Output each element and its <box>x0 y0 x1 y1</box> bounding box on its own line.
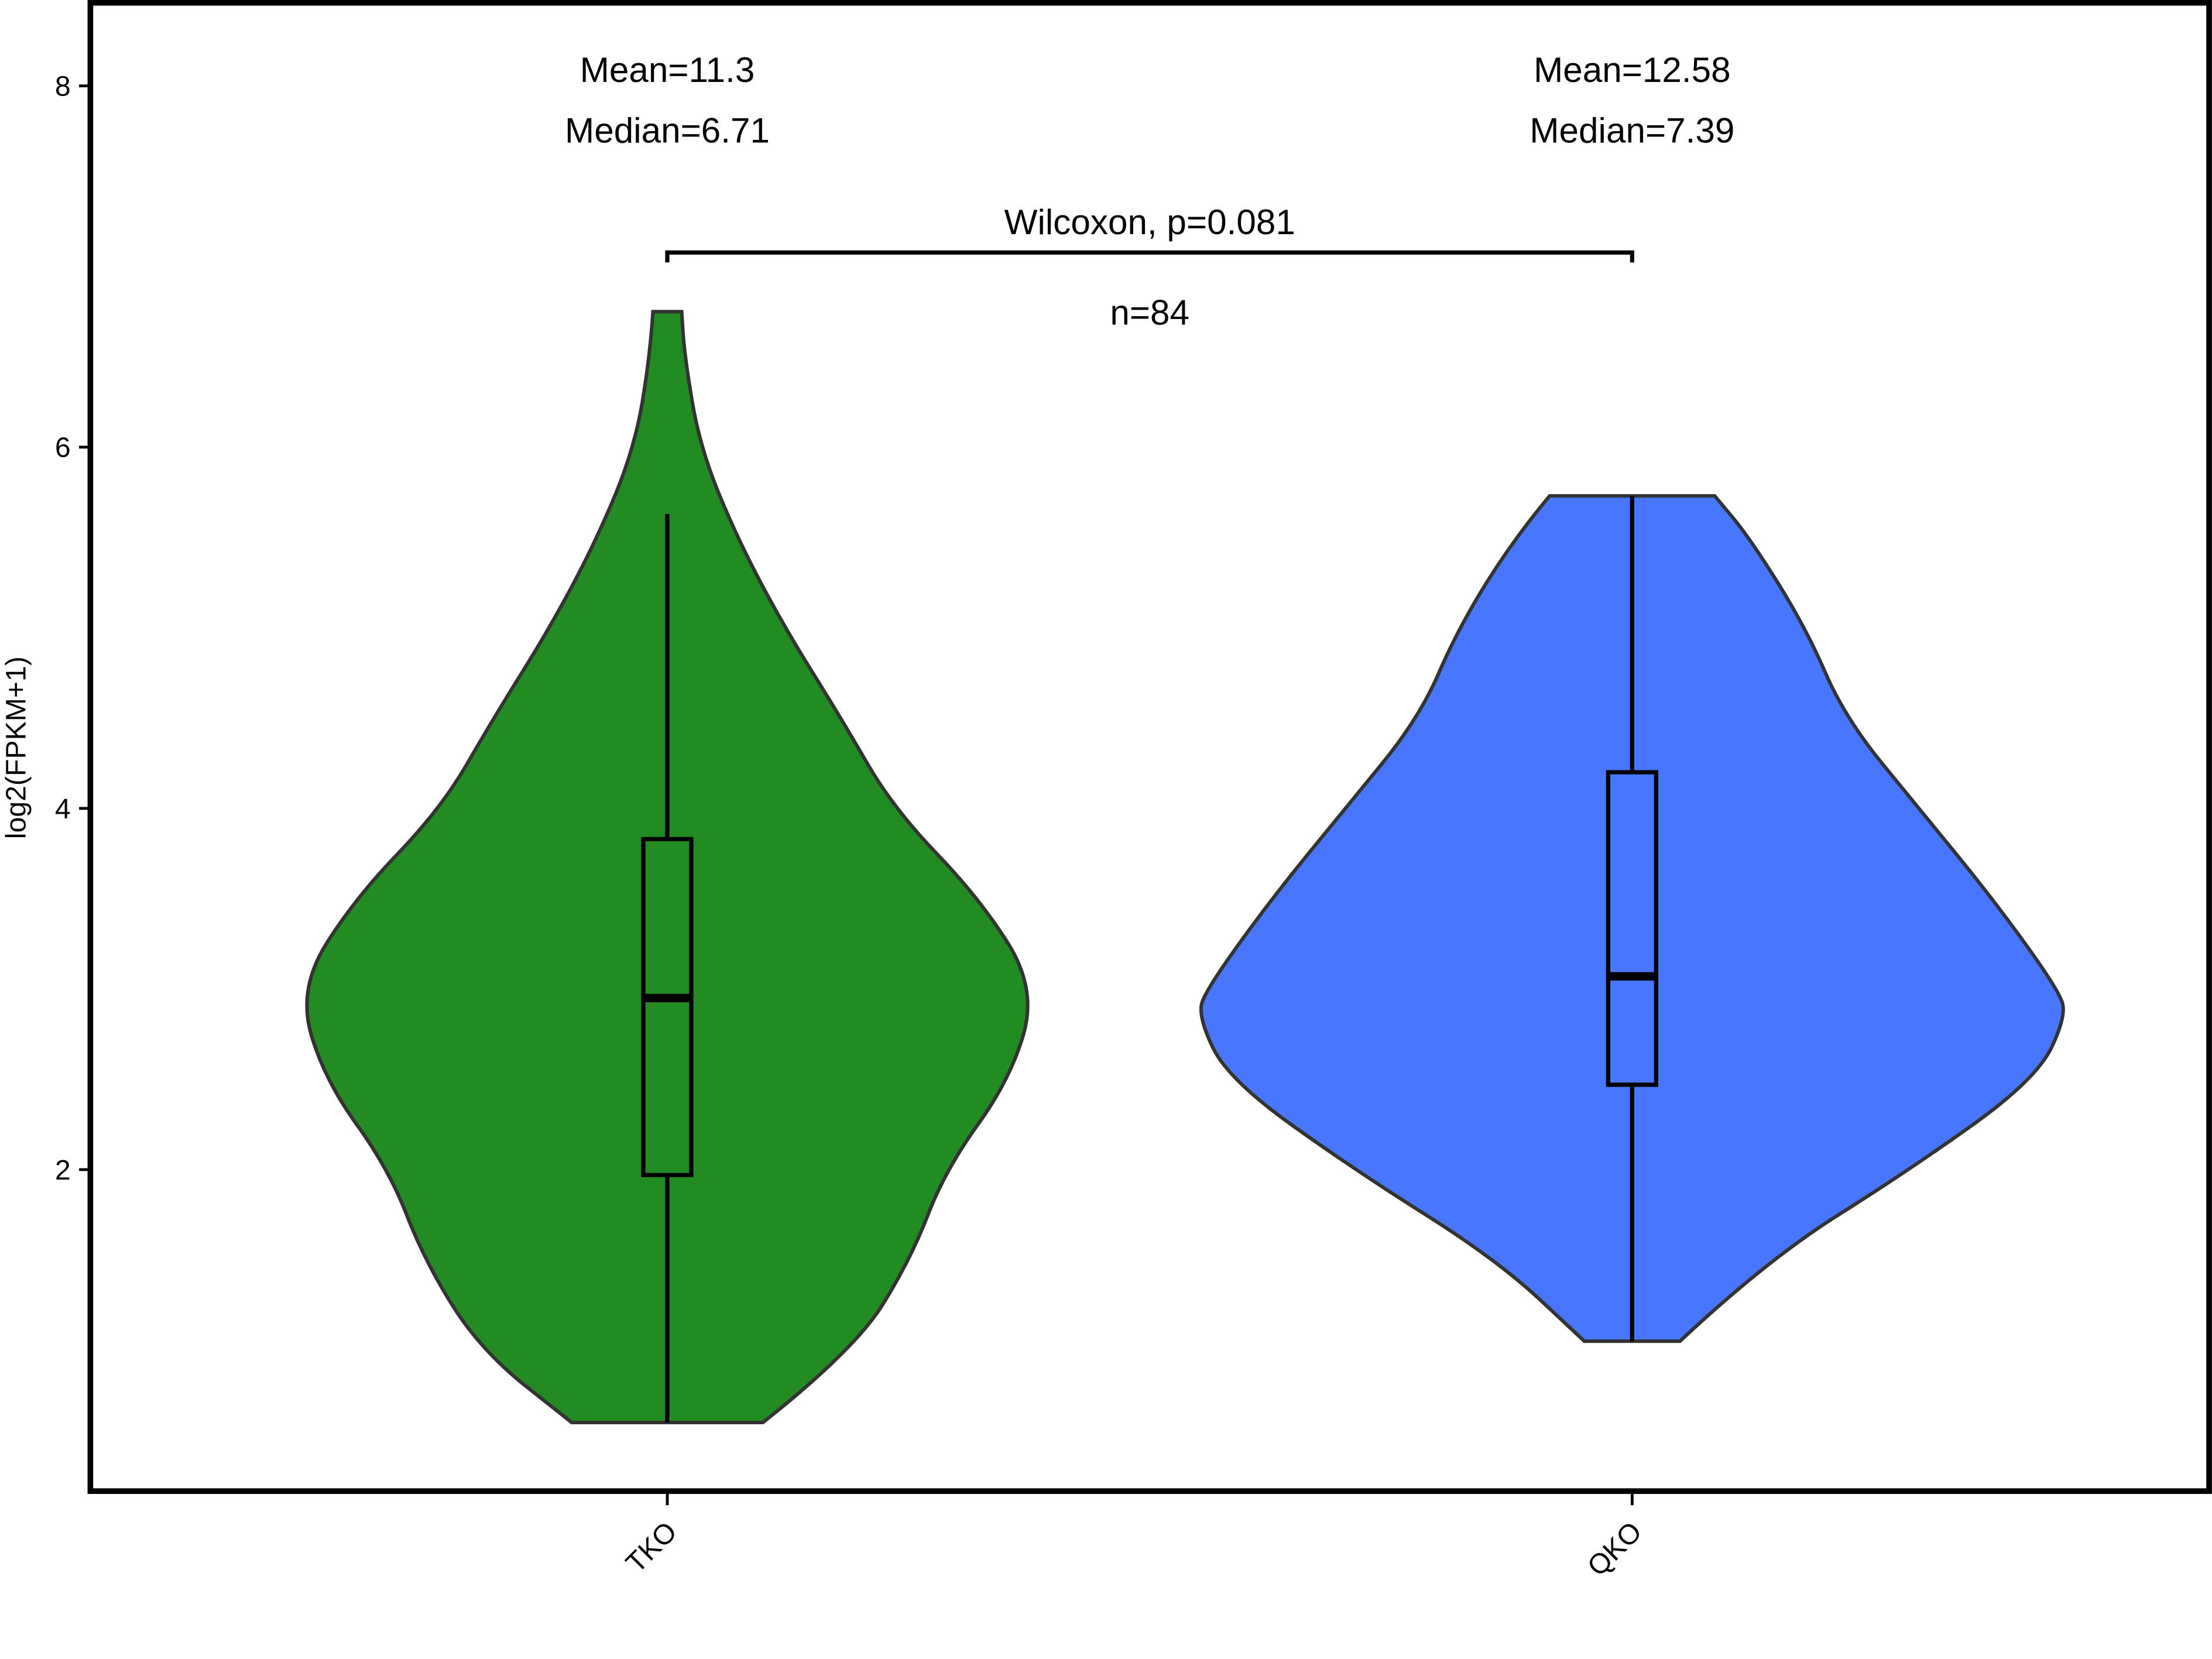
comparison-label: Wilcoxon, p=0.081 <box>1004 202 1295 242</box>
y-tick-label: 4 <box>55 793 71 825</box>
y-tick-label: 2 <box>55 1154 71 1186</box>
y-axis-label: log2(FPKM+1) <box>1 656 32 839</box>
n-label: n=84 <box>1110 292 1189 332</box>
x-tick-label: TKO <box>620 1516 683 1579</box>
box <box>641 837 694 1177</box>
stat-annotation: Median=6.71 <box>565 110 770 150</box>
comparison-bracket <box>665 250 1634 263</box>
box <box>1606 770 1658 1087</box>
plot-frame <box>87 0 2212 1495</box>
y-tick-label: 6 <box>55 432 71 464</box>
stat-annotation: Mean=11.3 <box>580 50 755 90</box>
stat-annotation: Median=7.39 <box>1529 110 1734 150</box>
stat-annotation: Mean=12.58 <box>1534 50 1731 90</box>
y-tick-label: 8 <box>55 71 71 102</box>
x-tick-label: QKO <box>1582 1516 1648 1582</box>
